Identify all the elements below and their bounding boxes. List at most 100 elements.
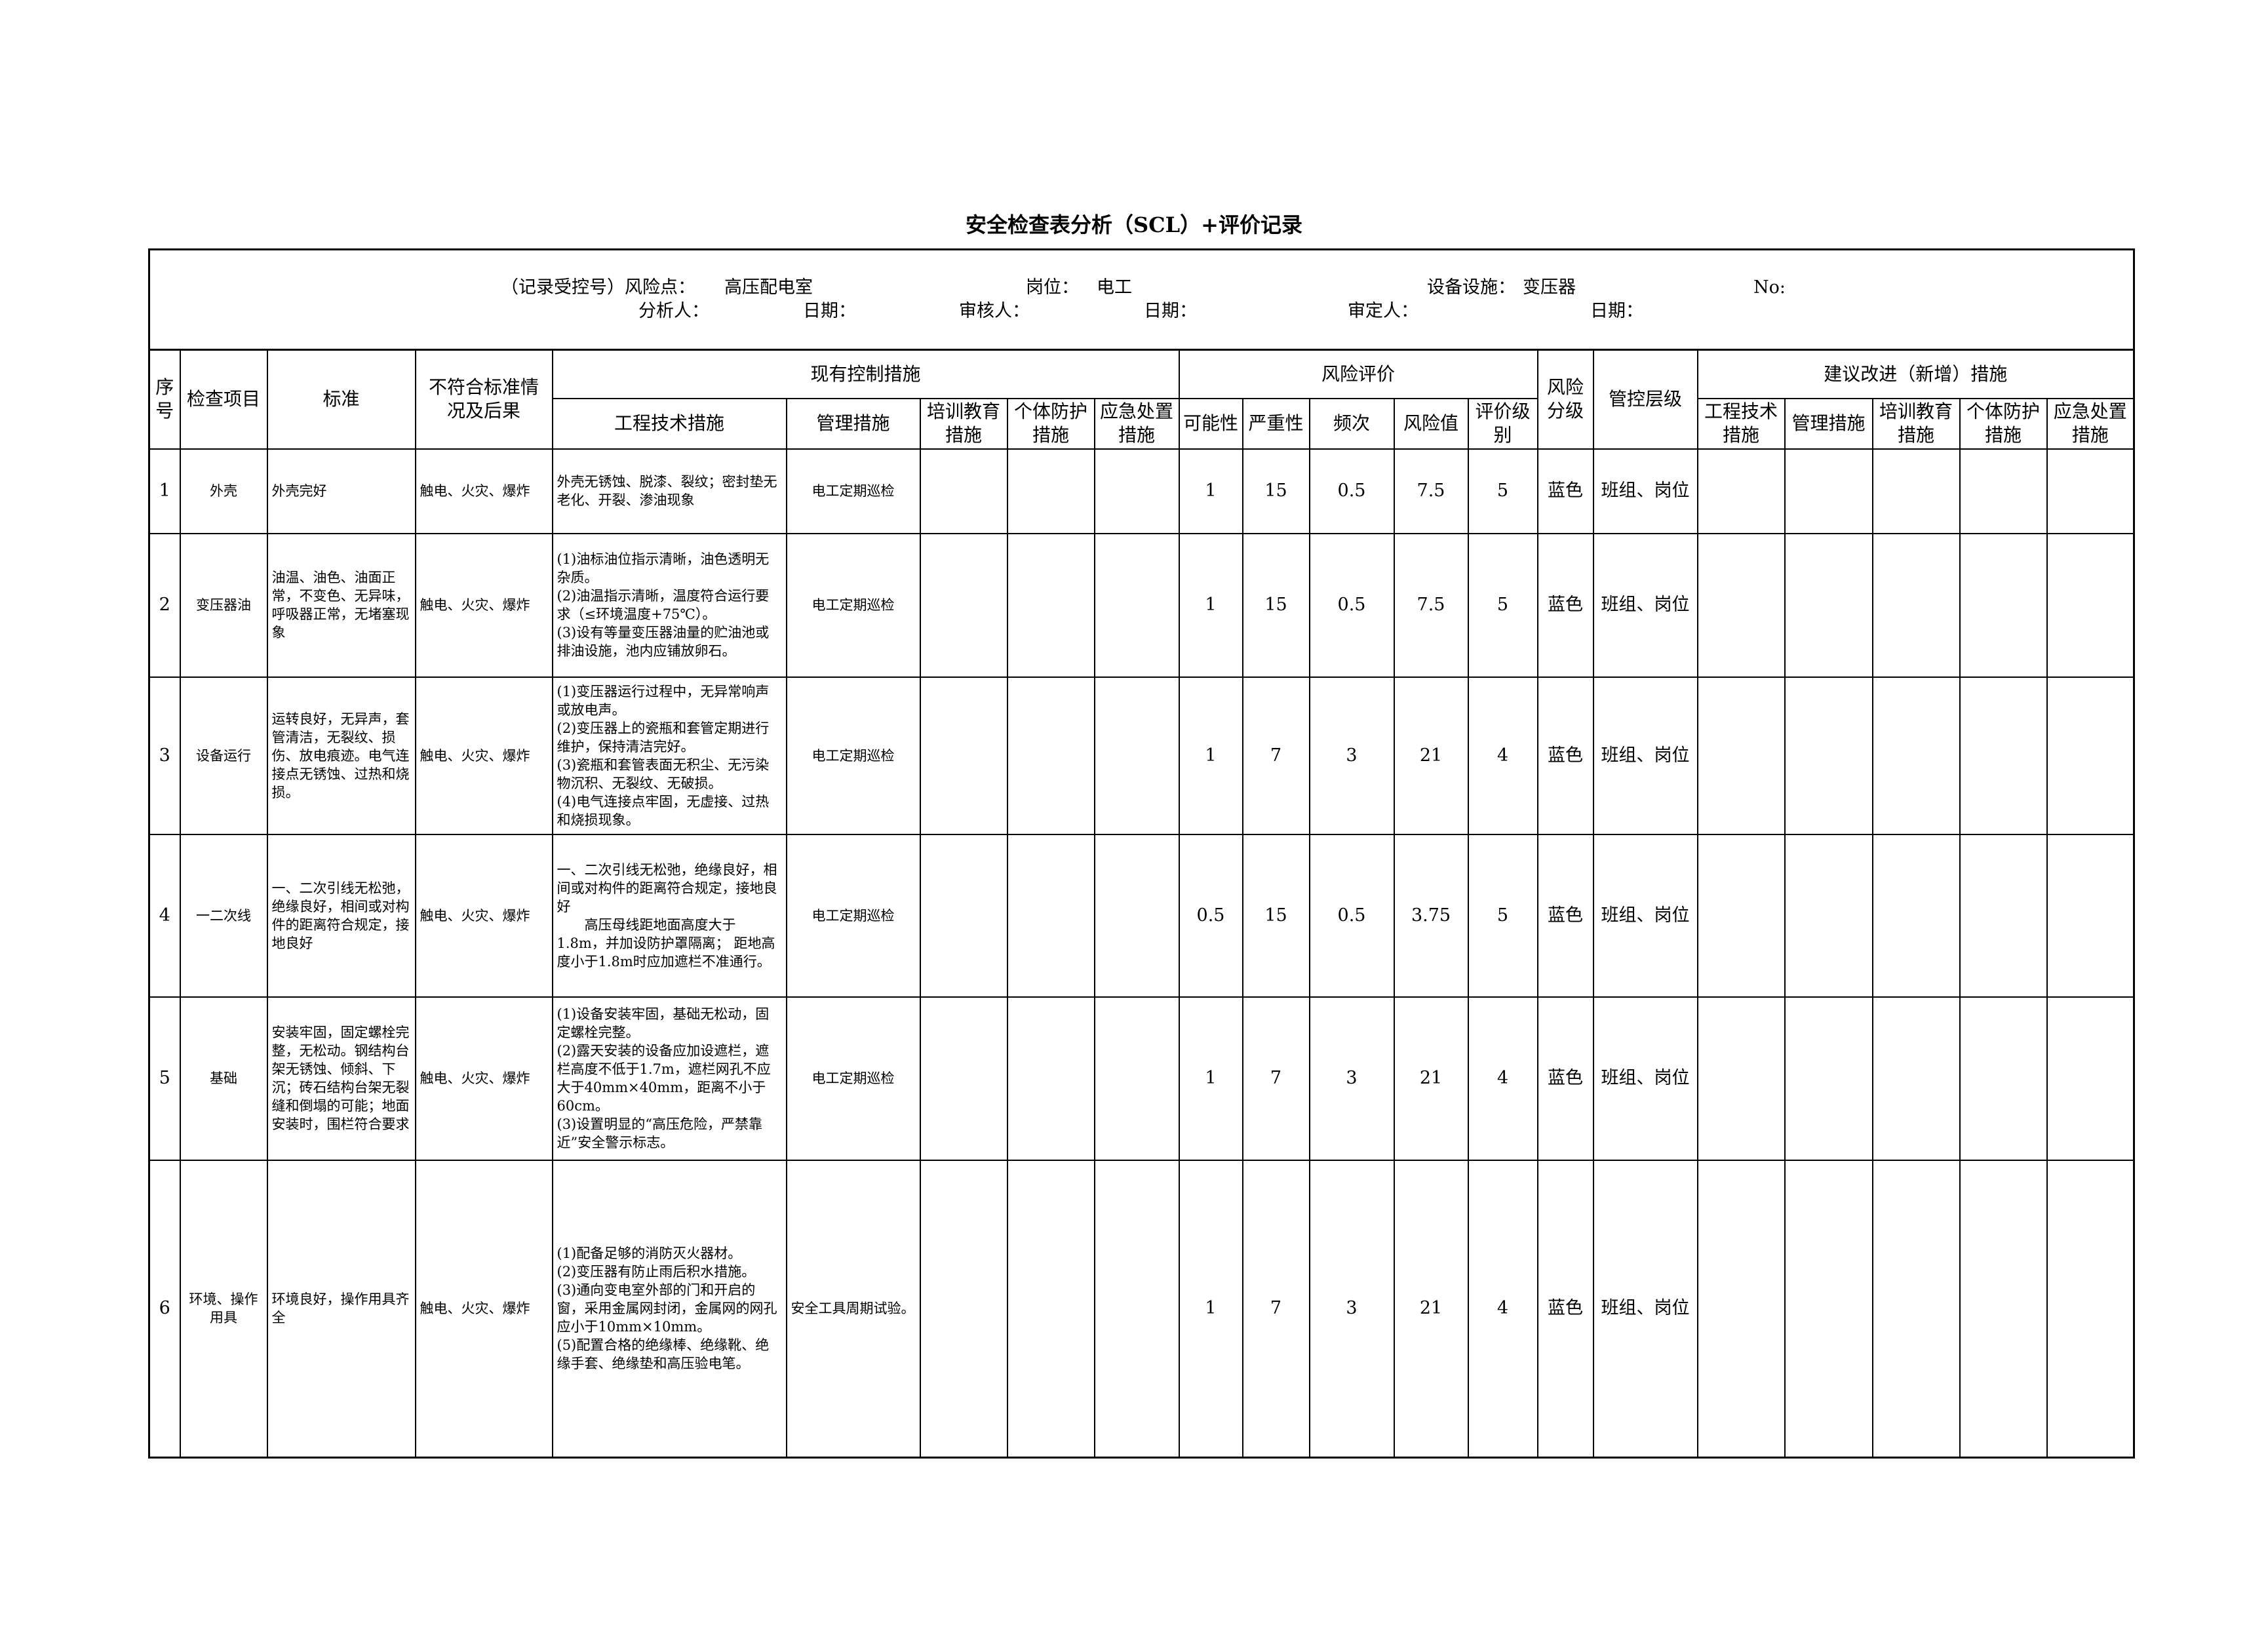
cell-suggestion-empty [1959, 996, 2048, 1161]
cell-engineering: 一、二次引线无松弛，绝缘良好，相间或对构件的距离符合规定，接地良好 高压母线距地… [551, 833, 787, 998]
subheader-existing-0: 工程技术措施 [551, 397, 787, 450]
cell-R: 21 [1393, 1159, 1469, 1459]
cell-freq: 0.5 [1308, 532, 1395, 678]
table-row: 3 设备运行 运转良好，无异声，套管清洁，无裂纹、损伤、放电痕迹。电气连接点无锈蚀、… [148, 676, 2135, 835]
table-row: 2 变压器油 油温、油色、油面正常，不变色、无异味，呼吸器正常，无堵塞现象 触电、火灾… [148, 532, 2135, 678]
cell-management: 电工定期巡检 [785, 448, 921, 534]
cell-R: 3.75 [1393, 833, 1469, 998]
cell-suggestion-empty [1871, 676, 1961, 835]
cell-L: 1 [1178, 448, 1243, 534]
cell-S: 15 [1242, 448, 1310, 534]
cell-consequence: 触电、火灾、爆炸 [414, 996, 553, 1161]
cell-engineering: (1)油标油位指示清晰，油色透明无杂质。 (2)油温指示清晰，温度符合运行要求（… [551, 532, 787, 678]
cell-suggestion-empty [1784, 833, 1873, 998]
subheader-risk-2: 频次 [1308, 397, 1395, 450]
cell-seq: 4 [148, 833, 181, 998]
table-row: 5 基础 安装牢固，固定螺栓完整，无松动。钢结构台架无锈蚀、倾斜、下沉；砖石结构台架… [148, 996, 2135, 1161]
cell-suggestion-empty [1784, 676, 1873, 835]
table-row: 1 外壳 外壳完好 触电、火灾、爆炸 外壳无锈蚀、脱漆、裂纹；密封垫无老化、开裂、渗油现… [148, 448, 2135, 534]
cell-level: 5 [1467, 532, 1538, 678]
cell-S: 7 [1242, 1159, 1310, 1459]
date-label-2: 日期： [1144, 301, 1197, 321]
cell-S: 7 [1242, 996, 1310, 1161]
cell-management: 安全工具周期试验。 [785, 1159, 921, 1459]
cell-training [919, 833, 1008, 998]
header-risk-grade: 风险分级 [1536, 349, 1594, 450]
post-value: 电工 [1097, 277, 1132, 298]
cell-standard: 安装牢固，固定螺栓完整，无松动。钢结构台架无锈蚀、倾斜、下沉；砖石结构台架无裂缝… [266, 996, 416, 1161]
cell-item: 设备运行 [179, 676, 268, 835]
header-item: 检查项目 [179, 349, 268, 450]
cell-seq: 6 [148, 1159, 181, 1459]
cell-emergency [1093, 676, 1180, 835]
risk-point-value: 高压配电室 [724, 277, 813, 298]
cell-management: 电工定期巡检 [785, 833, 921, 998]
cell-management: 电工定期巡检 [785, 996, 921, 1161]
cell-suggestion-empty [2046, 1159, 2135, 1459]
cell-training [919, 996, 1008, 1161]
subheader-suggest-2: 培训教育措施 [1871, 397, 1961, 450]
cell-suggestion-empty [1696, 1159, 1786, 1459]
cell-control: 班组、岗位 [1592, 676, 1698, 835]
cell-suggestion-empty [2046, 676, 2135, 835]
cell-grade: 蓝色 [1536, 676, 1594, 835]
header-seq: 序号 [148, 349, 181, 450]
cell-grade: 蓝色 [1536, 1159, 1594, 1459]
cell-L: 1 [1178, 1159, 1243, 1459]
cell-suggestion-empty [1696, 532, 1786, 678]
subheader-risk-3: 风险值 [1393, 397, 1469, 450]
post-label: 岗位： [1026, 277, 1079, 298]
subheader-existing-3: 个体防护措施 [1006, 397, 1095, 450]
cell-ppe [1006, 676, 1095, 835]
cell-suggestion-empty [1696, 996, 1786, 1161]
cell-engineering: (1)设备安装牢固，基础无松动，固定螺栓完整。 (2)露天安装的设备应加设遮栏，… [551, 996, 787, 1161]
header-risk-evaluation: 风险评价 [1178, 349, 1538, 399]
header-nonconformity: 不符合标准情况及后果 [414, 349, 553, 450]
cell-training [919, 532, 1008, 678]
cell-suggestion-empty [1871, 448, 1961, 534]
subheader-suggest-0: 工程技术措施 [1696, 397, 1786, 450]
cell-suggestion-empty [2046, 532, 2135, 678]
table-row: 6 环境、操作用具 环境良好，操作用具齐全 触电、火灾、爆炸 (1)配备足够的消防灭火器… [148, 1159, 2135, 1459]
cell-grade: 蓝色 [1536, 448, 1594, 534]
date-label-1: 日期： [803, 301, 856, 321]
subheader-existing-1: 管理措施 [785, 397, 921, 450]
approver-label: 审定人： [1348, 301, 1418, 321]
cell-suggestion-empty [1784, 532, 1873, 678]
cell-consequence: 触电、火灾、爆炸 [414, 532, 553, 678]
cell-management: 电工定期巡检 [785, 676, 921, 835]
cell-standard: 外壳完好 [266, 448, 416, 534]
cell-item: 变压器油 [179, 532, 268, 678]
cell-L: 1 [1178, 676, 1243, 835]
cell-item: 外壳 [179, 448, 268, 534]
cell-suggestion-empty [1959, 532, 2048, 678]
cell-suggestion-empty [2046, 996, 2135, 1161]
cell-standard: 环境良好，操作用具齐全 [266, 1159, 416, 1459]
cell-suggestion-empty [1784, 996, 1873, 1161]
cell-management: 电工定期巡检 [785, 532, 921, 678]
cell-suggestion-empty [1784, 1159, 1873, 1459]
cell-S: 15 [1242, 833, 1310, 998]
info-block: （记录受控号）风险点： 高压配电室 岗位： 电工 设备设施： 变压器 No: 分… [148, 248, 2135, 351]
cell-seq: 3 [148, 676, 181, 835]
table-row: 4 一二次线 一、二次引线无松弛，绝缘良好，相间或对构件的距离符合规定，接地良好 触电… [148, 833, 2135, 998]
cell-consequence: 触电、火灾、爆炸 [414, 448, 553, 534]
header-control-level: 管控层级 [1592, 349, 1698, 450]
subheader-existing-2: 培训教育措施 [919, 397, 1008, 450]
cell-L: 0.5 [1178, 833, 1243, 998]
header-suggestions: 建议改进（新增）措施 [1696, 349, 2135, 399]
cell-level: 4 [1467, 996, 1538, 1161]
cell-grade: 蓝色 [1536, 833, 1594, 998]
analyst-label: 分析人： [638, 301, 709, 321]
cell-S: 15 [1242, 532, 1310, 678]
cell-L: 1 [1178, 996, 1243, 1161]
header-standard: 标准 [266, 349, 416, 450]
subheader-suggest-4: 应急处置措施 [2046, 397, 2135, 450]
date-label-3: 日期： [1590, 301, 1643, 321]
facility-value: 变压器 [1523, 277, 1576, 298]
cell-ppe [1006, 996, 1095, 1161]
cell-freq: 3 [1308, 996, 1395, 1161]
cell-emergency [1093, 532, 1180, 678]
cell-control: 班组、岗位 [1592, 833, 1698, 998]
cell-suggestion-empty [2046, 448, 2135, 534]
